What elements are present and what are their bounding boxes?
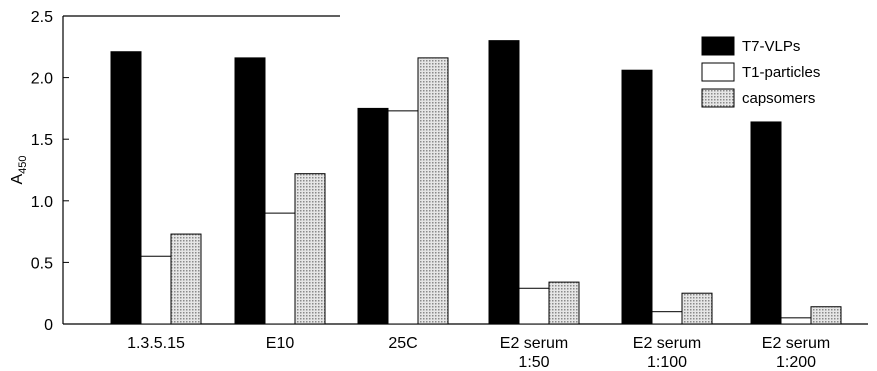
bar-capsomers-5 (810, 306, 842, 325)
category-label: E2 serum 1:100 (633, 335, 701, 371)
legend-label: T7-VLPs (742, 38, 800, 55)
legend-swatch (701, 88, 735, 108)
bar-t1-particles-0 (140, 255, 172, 325)
y-tick-label: 2.0 (31, 71, 53, 88)
y-axis-label: A450 (9, 155, 29, 184)
bar-capsomers-1 (294, 173, 326, 325)
bar-t7-vlps-4 (621, 69, 653, 325)
bar-t1-particles-1 (264, 212, 296, 325)
bar-capsomers-2 (417, 57, 449, 325)
y-tick-label: 0 (44, 317, 53, 334)
category-label: E10 (266, 335, 295, 352)
category-label: 1.3.5.15 (127, 335, 185, 352)
y-tick-label: 2.5 (31, 9, 53, 26)
bar-t7-vlps-1 (234, 57, 266, 325)
bar-t1-particles-4 (651, 311, 683, 325)
legend-swatch (701, 62, 735, 82)
category-label: E2 serum 1:50 (500, 335, 568, 371)
bar-capsomers-3 (548, 281, 580, 325)
bar-t1-particles-5 (780, 317, 812, 325)
y-tick-label: 1.5 (31, 132, 53, 149)
bar-t7-vlps-3 (488, 40, 520, 325)
bar-t1-particles-2 (387, 110, 419, 325)
x-axis-labels: 1.3.5.15 E10 25C E2 serum 1:50 E2 serum 1:100 E… (127, 335, 830, 371)
bar-capsomers-0 (170, 233, 202, 325)
y-tick-label: 1.0 (31, 194, 53, 211)
bar-t1-particles-3 (518, 287, 550, 325)
legend-label: T1-particles (742, 64, 820, 81)
legend-label: capsomers (742, 90, 815, 107)
legend: T7-VLPs T1-particles capsomers (701, 36, 820, 108)
bar-t7-vlps-2 (357, 107, 389, 325)
bar-t7-vlps-0 (110, 51, 142, 325)
legend-swatch (701, 36, 735, 56)
bar-t7-vlps-5 (750, 121, 782, 325)
category-label: 25C (388, 335, 417, 352)
bar-capsomers-4 (681, 292, 713, 325)
y-tick-label: 0.5 (31, 255, 53, 272)
category-label: E2 serum 1:200 (762, 335, 830, 371)
bars (110, 40, 842, 325)
